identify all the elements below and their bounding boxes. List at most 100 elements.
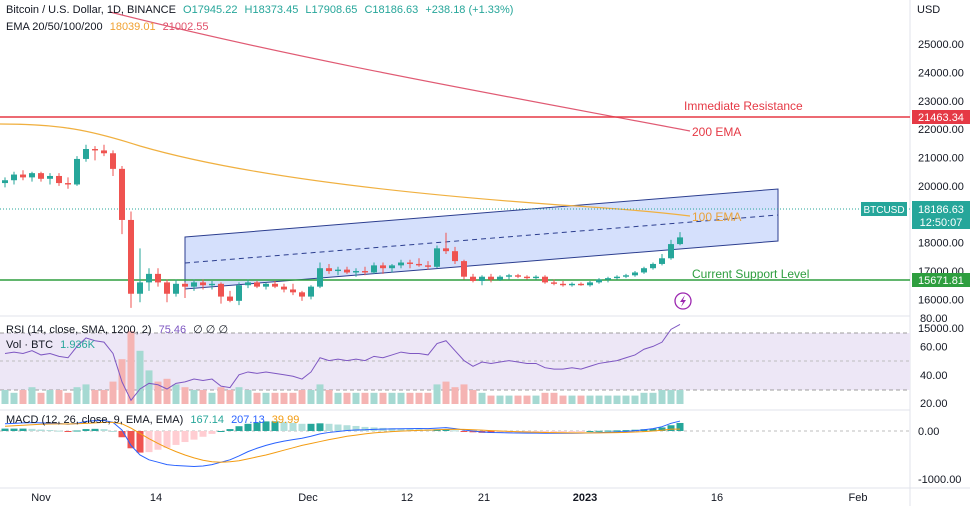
macd-hist-bar: [469, 431, 477, 433]
price-tick: 16000.00: [918, 294, 964, 306]
volume-bar: [595, 395, 603, 404]
macd-histogram: [1, 421, 684, 453]
candle-body: [20, 174, 26, 178]
candle-body: [353, 271, 359, 273]
candle-body: [191, 282, 197, 287]
candle-body: [533, 276, 539, 279]
macd-hist-bar: [388, 428, 396, 431]
volume-bar: [28, 387, 36, 404]
candle-body: [569, 283, 575, 286]
support-annotation: Current Support Level: [692, 267, 809, 281]
macd-hist-bar: [217, 431, 225, 432]
time-tick: Feb: [849, 492, 868, 504]
volume-bar: [631, 395, 639, 404]
macd-hist-bar: [658, 427, 666, 431]
candle-body: [587, 282, 593, 286]
support-tag-value: 15671.81: [918, 275, 964, 287]
candle-body: [677, 237, 683, 245]
symbol-name[interactable]: Bitcoin / U.S. Dollar, 1D, BINANCE: [6, 4, 176, 16]
volume-bar: [352, 392, 360, 404]
volume-bar: [469, 390, 477, 404]
volume-bar: [577, 395, 585, 404]
macd-hist-bar: [649, 428, 657, 431]
candle-body: [92, 149, 98, 151]
volume-bar: [658, 390, 666, 404]
candle-body: [74, 158, 80, 185]
macd-hist-bar: [361, 426, 369, 431]
candle-body: [245, 282, 251, 286]
rsi-tick: 40.00: [920, 370, 948, 382]
candle-body: [290, 289, 296, 293]
volume-bar: [550, 392, 558, 404]
volume-legend[interactable]: Vol · BTC 1.936K: [6, 339, 99, 351]
volume-bar: [10, 392, 18, 404]
volume-bar: [55, 390, 63, 404]
candle-body: [488, 276, 494, 280]
candle-body: [452, 251, 458, 262]
candle-body: [560, 283, 566, 286]
time-tick: Dec: [298, 492, 318, 504]
macd-hist-bar: [190, 431, 198, 440]
macd-hist-bar: [73, 430, 81, 432]
candle-body: [83, 149, 89, 159]
candle-body: [506, 275, 512, 277]
macd-hist-bar: [226, 429, 234, 431]
volume-bar: [370, 392, 378, 404]
volume-bar: [397, 392, 405, 404]
macd-hist-bar: [46, 430, 54, 432]
candle-body: [65, 183, 71, 185]
candle-body: [425, 265, 431, 267]
candle-body: [182, 283, 188, 287]
macd-hist-bar: [253, 422, 261, 431]
volume-bar: [109, 381, 117, 404]
volume-bar: [37, 392, 45, 404]
rsi-legend[interactable]: RSI (14, close, SMA, 1200, 2) 75.46 ∅ ∅ …: [6, 323, 232, 336]
volume-bar: [622, 395, 630, 404]
volume-bar: [406, 392, 414, 404]
candle-body: [29, 173, 35, 178]
candle-body: [227, 296, 233, 301]
candle-body: [137, 282, 143, 294]
macd-hist-bar: [82, 429, 90, 431]
resistance-annotation: Immediate Resistance: [684, 99, 803, 113]
volume-bar: [667, 390, 675, 404]
volume-bar: [496, 395, 504, 404]
volume-bar: [64, 392, 72, 404]
channel-midline: [184, 214, 779, 264]
macd-tick: -1000.00: [918, 474, 961, 486]
candle-body: [272, 283, 278, 287]
time-axis: Nov 14 Dec 12 21 2023 16 Feb: [31, 492, 867, 504]
volume-bar: [541, 392, 549, 404]
candle-body: [515, 275, 521, 277]
volume-bar: [379, 392, 387, 404]
candle-body: [641, 268, 647, 273]
macd-hist-bar: [181, 431, 189, 443]
candle-body: [56, 175, 62, 184]
volume-bar: [325, 390, 333, 404]
macd-hist-bar: [451, 430, 459, 432]
macd-hist-bar: [532, 431, 540, 432]
macd-hist-bar: [91, 428, 99, 431]
macd-hist-bar: [496, 431, 504, 433]
macd-hist-bar: [208, 431, 216, 434]
rsi-axis: 80.00 60.00 40.00 20.00: [920, 313, 948, 410]
macd-hist-bar: [559, 431, 567, 432]
volume-bar: [244, 390, 252, 404]
candle-body: [632, 272, 638, 276]
macd-hist-bar: [37, 429, 45, 431]
volume-bar: [451, 387, 459, 404]
ema-100-line: [0, 123, 691, 217]
countdown-value: 12:50:07: [920, 217, 963, 229]
price-tick: 22000.00: [918, 124, 964, 136]
low-value: L17908.65: [305, 4, 358, 16]
macd-hist-bar: [127, 431, 135, 449]
macd-hist-value: 167.14: [190, 414, 224, 426]
macd-hist-bar: [199, 431, 207, 437]
macd-hist-bar: [667, 425, 675, 431]
macd-hist-bar: [550, 431, 558, 432]
ema-legend[interactable]: EMA 20/50/100/200 18039.01 21002.55: [6, 21, 213, 33]
candle-body: [470, 276, 476, 281]
macd-hist-bar: [244, 423, 252, 431]
macd-legend[interactable]: MACD (12, 26, close, 9, EMA, EMA) 167.14…: [6, 414, 303, 426]
